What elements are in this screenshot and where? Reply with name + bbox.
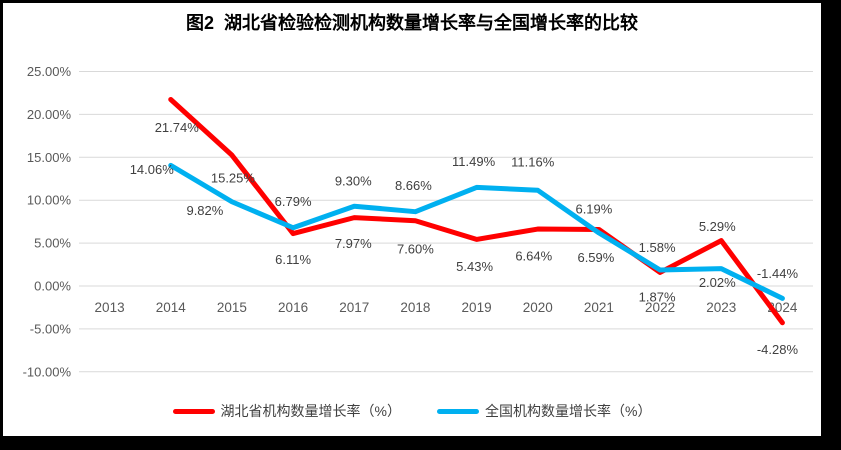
data-label: 14.06% [130,162,175,177]
data-label: 2.02% [699,275,736,290]
national-legend-label: 全国机构数量增长率（%） [485,403,652,419]
data-label: 5.43% [456,259,493,274]
x-tick-label: 2020 [523,300,553,315]
data-label: 6.79% [275,194,312,209]
x-tick-label: 2018 [400,300,430,315]
y-tick-label: 20.00% [27,107,72,122]
y-tick-label: 15.00% [27,150,72,165]
x-tick-label: 2021 [584,300,614,315]
x-tick-label: 2015 [217,300,247,315]
x-tick-label: 2017 [339,300,369,315]
x-tick-label: 2019 [462,300,492,315]
data-label: 6.59% [577,250,614,265]
chart-title: 图2 湖北省检验检测机构数量增长率与全国增长率的比较 [185,13,638,33]
series-line-1 [168,162,785,301]
x-tick-label: 2023 [706,300,736,315]
x-tick-label: 2016 [278,300,308,315]
x-tick-label: 2014 [156,300,187,315]
legend-item-national: 全国机构数量增长率（%） [437,401,651,421]
y-tick-label: 10.00% [27,193,72,208]
legend: 湖北省机构数量增长率（%） 全国机构数量增长率（%） [3,401,821,421]
data-label: -1.44% [757,266,799,281]
data-label: 11.49% [452,154,496,169]
x-tick-label: 2022 [645,300,675,315]
series-line-0 [168,96,785,326]
y-tick-label: 5.00% [34,236,71,251]
data-label: 21.74% [155,120,200,135]
data-label: 1.58% [639,240,676,255]
data-label: 5.29% [699,219,736,234]
y-tick-label: 25.00% [27,64,72,79]
hubei-line-swatch [172,408,215,414]
y-tick-label: 0.00% [34,279,71,294]
national-line-swatch [437,408,479,414]
data-label: 11.16% [511,155,555,170]
x-tick-label: 2013 [95,300,125,315]
data-label: 6.11% [275,252,311,267]
hubei-legend-label: 湖北省机构数量增长率（%） [220,403,401,419]
data-label: 15.25% [211,171,256,186]
data-label: 7.97% [335,236,372,251]
data-label: 8.66% [395,178,432,193]
data-label: 9.82% [186,203,223,218]
data-label: 9.30% [335,174,372,189]
y-tick-label: -10.00% [23,364,72,379]
chart-plot: 25.00% 20.00% 15.00% 10.00% 5.00% 0.00% -5.00%… [23,64,813,379]
data-label: -4.28% [757,342,799,357]
data-label: 1.87% [639,289,676,304]
data-label: 6.64% [515,249,552,264]
data-label: 7.60% [397,241,434,256]
legend-item-hubei: 湖北省机构数量增长率（%） [172,401,401,421]
y-tick-label: -5.00% [30,321,72,336]
data-label: 6.19% [575,201,612,216]
